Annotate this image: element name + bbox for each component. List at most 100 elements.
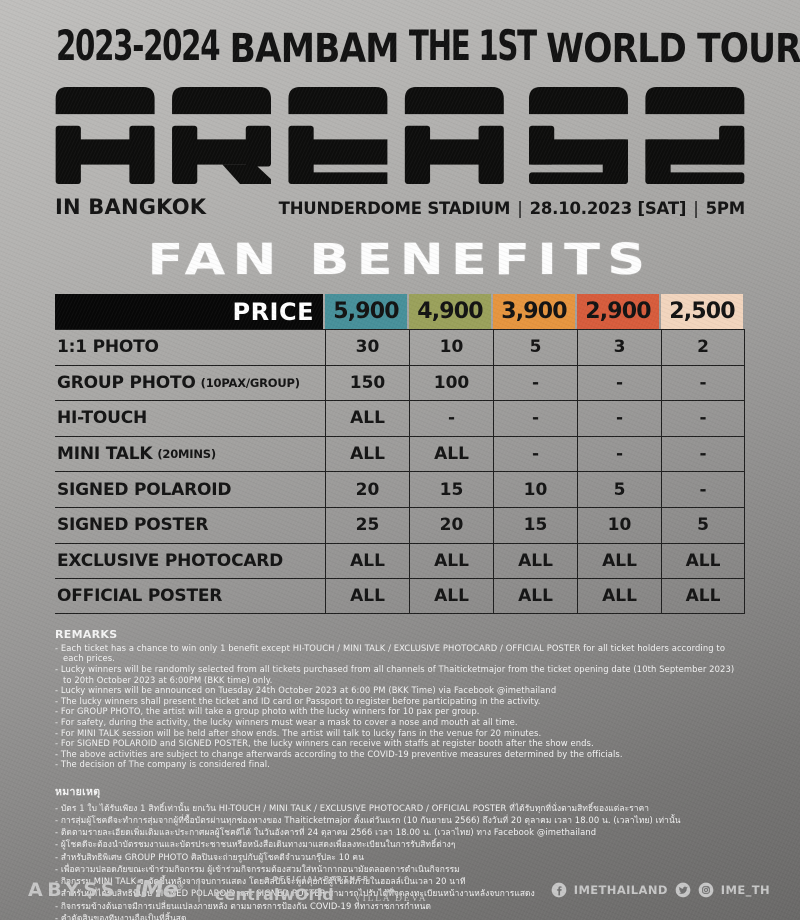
remark-item: - กิจกรรม MINI TALK จะจัดขึ้นหลังจากจบกา… <box>55 876 466 887</box>
table-cell: 15 <box>493 507 577 543</box>
centralworld-logo: centralwOrld <box>214 885 334 904</box>
table-cell: - <box>577 436 661 472</box>
table-cell: - <box>661 365 745 401</box>
table-cell: ALL <box>409 579 493 613</box>
price-column-3900: 3,900 <box>493 294 575 329</box>
separator: | <box>693 199 699 218</box>
row-label: SIGNED POSTER <box>57 515 209 536</box>
table-row: SIGNED POLAROID 20 15 10 5 - <box>55 471 745 507</box>
table-cell: ALL <box>577 579 661 613</box>
event-venue-date-time: THUNDERDOME STADIUM | 28.10.2023 [SAT] | 5PM <box>278 199 746 218</box>
table-cell: - <box>661 401 745 436</box>
table-cell: - <box>577 401 661 436</box>
row-sublabel: (20MINS) <box>157 447 216 462</box>
table-cell: - <box>493 365 577 401</box>
twitter-icon <box>675 882 691 897</box>
remark-item: - สำหรับผู้ที่ได้รับสิทธิพิเศษ SIGNED PO… <box>55 888 535 899</box>
event-time: 5PM <box>705 199 746 218</box>
table-cell: 5 <box>661 507 745 543</box>
footer: ABYSS iMe® OFFICIAL PARTNER centralwOrld… <box>28 875 770 904</box>
table-cell: 100 <box>409 365 493 401</box>
facebook-icon <box>551 882 567 897</box>
artist-name: BAMBAM <box>229 26 400 72</box>
table-cell: 2 <box>661 330 745 365</box>
event-info-line: IN BANGKOK THUNDERDOME STADIUM | 28.10.202… <box>55 195 745 219</box>
sponsor-logos: ABYSS iMe® OFFICIAL PARTNER centralwOrld… <box>28 875 427 904</box>
remark-item: - Lucky winners will be randomly selecte… <box>55 663 735 685</box>
price-column-2500: 2,500 <box>661 294 743 329</box>
table-row: 1:1 PHOTO 30 10 5 3 2 <box>55 329 745 365</box>
table-row: GROUP PHOTO (10PAX/GROUP) 150 100 - - - <box>55 364 745 401</box>
table-cell: ALL <box>409 543 493 579</box>
table-cell: ALL <box>661 543 745 579</box>
area52-logo-graphic <box>55 87 745 184</box>
row-label: MINI TALK <box>57 444 153 465</box>
benefits-table: PRICE 5,900 4,900 3,900 2,900 2,500 1:1 … <box>55 294 745 614</box>
table-cell: ALL <box>325 436 409 472</box>
ime-handle: IME_TH <box>720 882 770 897</box>
table-row: OFFICIAL POSTER ALL ALL ALL ALL ALL <box>55 578 745 614</box>
row-label: 1:1 PHOTO <box>57 337 159 358</box>
remark-item: - Each ticket has a chance to win only 1… <box>55 642 726 664</box>
registered-mark: ® <box>177 881 184 890</box>
table-cell: - <box>493 436 577 472</box>
table-cell: ALL <box>325 543 409 579</box>
table-cell: - <box>409 401 493 436</box>
remark-item: - For MINI TALK session will be held aft… <box>55 727 542 738</box>
abyss-logo: ABYSS <box>28 878 119 901</box>
event-venue: THUNDERDOME STADIUM <box>278 199 511 218</box>
social-links: IMETHAILAND IME_TH <box>551 882 770 898</box>
row-label: OFFICIAL POSTER <box>57 585 223 606</box>
remark-item: - กิจกรรมข้างต้นอาจมีการเปลี่ยนแปลงภายหล… <box>55 900 431 911</box>
table-cell: ALL <box>325 401 409 436</box>
official-partner-block: OFFICIAL PARTNER centralwOrld VILLA DEVA <box>215 875 428 904</box>
event-date: 28.10.2023 [SAT] <box>529 199 687 218</box>
table-cell: ALL <box>493 579 577 613</box>
price-header-cell: PRICE <box>55 294 323 329</box>
villadeva-crown-icon <box>386 887 396 892</box>
row-label: HI-TOUCH <box>57 408 148 429</box>
row-label: EXCLUSIVE PHOTOCARD <box>57 550 284 571</box>
table-cell: ALL <box>493 543 577 579</box>
remark-item: - บัตร 1 ใบ ได้รับเพียง 1 สิทธิ์เท่านั้น… <box>55 802 650 813</box>
tour-suffix: WORLD TOUR <box>546 26 800 72</box>
remark-item: - The above activities are subject to ch… <box>55 748 623 759</box>
footer-divider <box>198 877 200 902</box>
price-column-2900: 2,900 <box>577 294 659 329</box>
remark-item: - The lucky winners shall present the ti… <box>55 695 541 706</box>
remark-item: - For SIGNED POLAROID and SIGNED POSTER,… <box>55 738 594 749</box>
villadeva-logo: VILLA DEVA <box>354 886 428 905</box>
remark-item: - การสุ่มผู้โชคดีจะทำการสุ่มจากผู้ที่ซื้… <box>55 815 681 826</box>
table-row: SIGNED POSTER 25 20 15 10 5 <box>55 506 745 543</box>
row-sublabel: (10PAX/GROUP) <box>200 375 300 390</box>
table-cell: 10 <box>577 507 661 543</box>
tour-years: 2023-2024 <box>56 22 221 71</box>
table-cell: 20 <box>325 472 409 507</box>
instagram-icon <box>698 882 714 897</box>
remark-item: - สำหรับสิทธิพิเศษ GROUP PHOTO ศิลปินจะถ… <box>55 851 364 862</box>
table-cell: - <box>577 365 661 401</box>
remark-item: - For GROUP PHOTO, the artist will take … <box>55 706 480 717</box>
remarks-thai: หมายเหตุ - บัตร 1 ใบ ได้รับเพียง 1 สิทธิ… <box>55 783 745 920</box>
table-row: MINI TALK (20MINS) ALL ALL - - - <box>55 435 745 472</box>
table-cell: 5 <box>577 472 661 507</box>
table-cell: - <box>661 472 745 507</box>
table-cell: 25 <box>325 507 409 543</box>
table-cell: - <box>493 401 577 436</box>
table-cell: - <box>661 436 745 472</box>
area52-logo <box>50 87 750 184</box>
table-cell: 5 <box>493 330 577 365</box>
table-cell: 10 <box>409 330 493 365</box>
table-cell: 3 <box>577 330 661 365</box>
table-row: EXCLUSIVE PHOTOCARD ALL ALL ALL ALL ALL <box>55 542 745 579</box>
section-title: FAN BENEFITS <box>147 235 653 285</box>
remark-item: - เพื่อความปลอดภัยขณะเข้าร่วมกิจกรรม ผู้… <box>55 863 460 874</box>
section-title-wrap: FAN BENEFITS <box>0 235 800 287</box>
remark-item: - The decision of The company is conside… <box>55 759 270 770</box>
remark-item: - ติดตามรายละเอียดเพิ่มเติมและประกาศผลผู… <box>55 827 597 838</box>
tour-title: 2023-2024 BAMBAM THE 1ST WORLD TOUR <box>56 22 800 72</box>
event-city: IN BANGKOK <box>55 195 207 219</box>
remarks-english: REMARKS - Each ticket has a chance to wi… <box>55 628 745 770</box>
row-label: GROUP PHOTO <box>57 372 196 393</box>
